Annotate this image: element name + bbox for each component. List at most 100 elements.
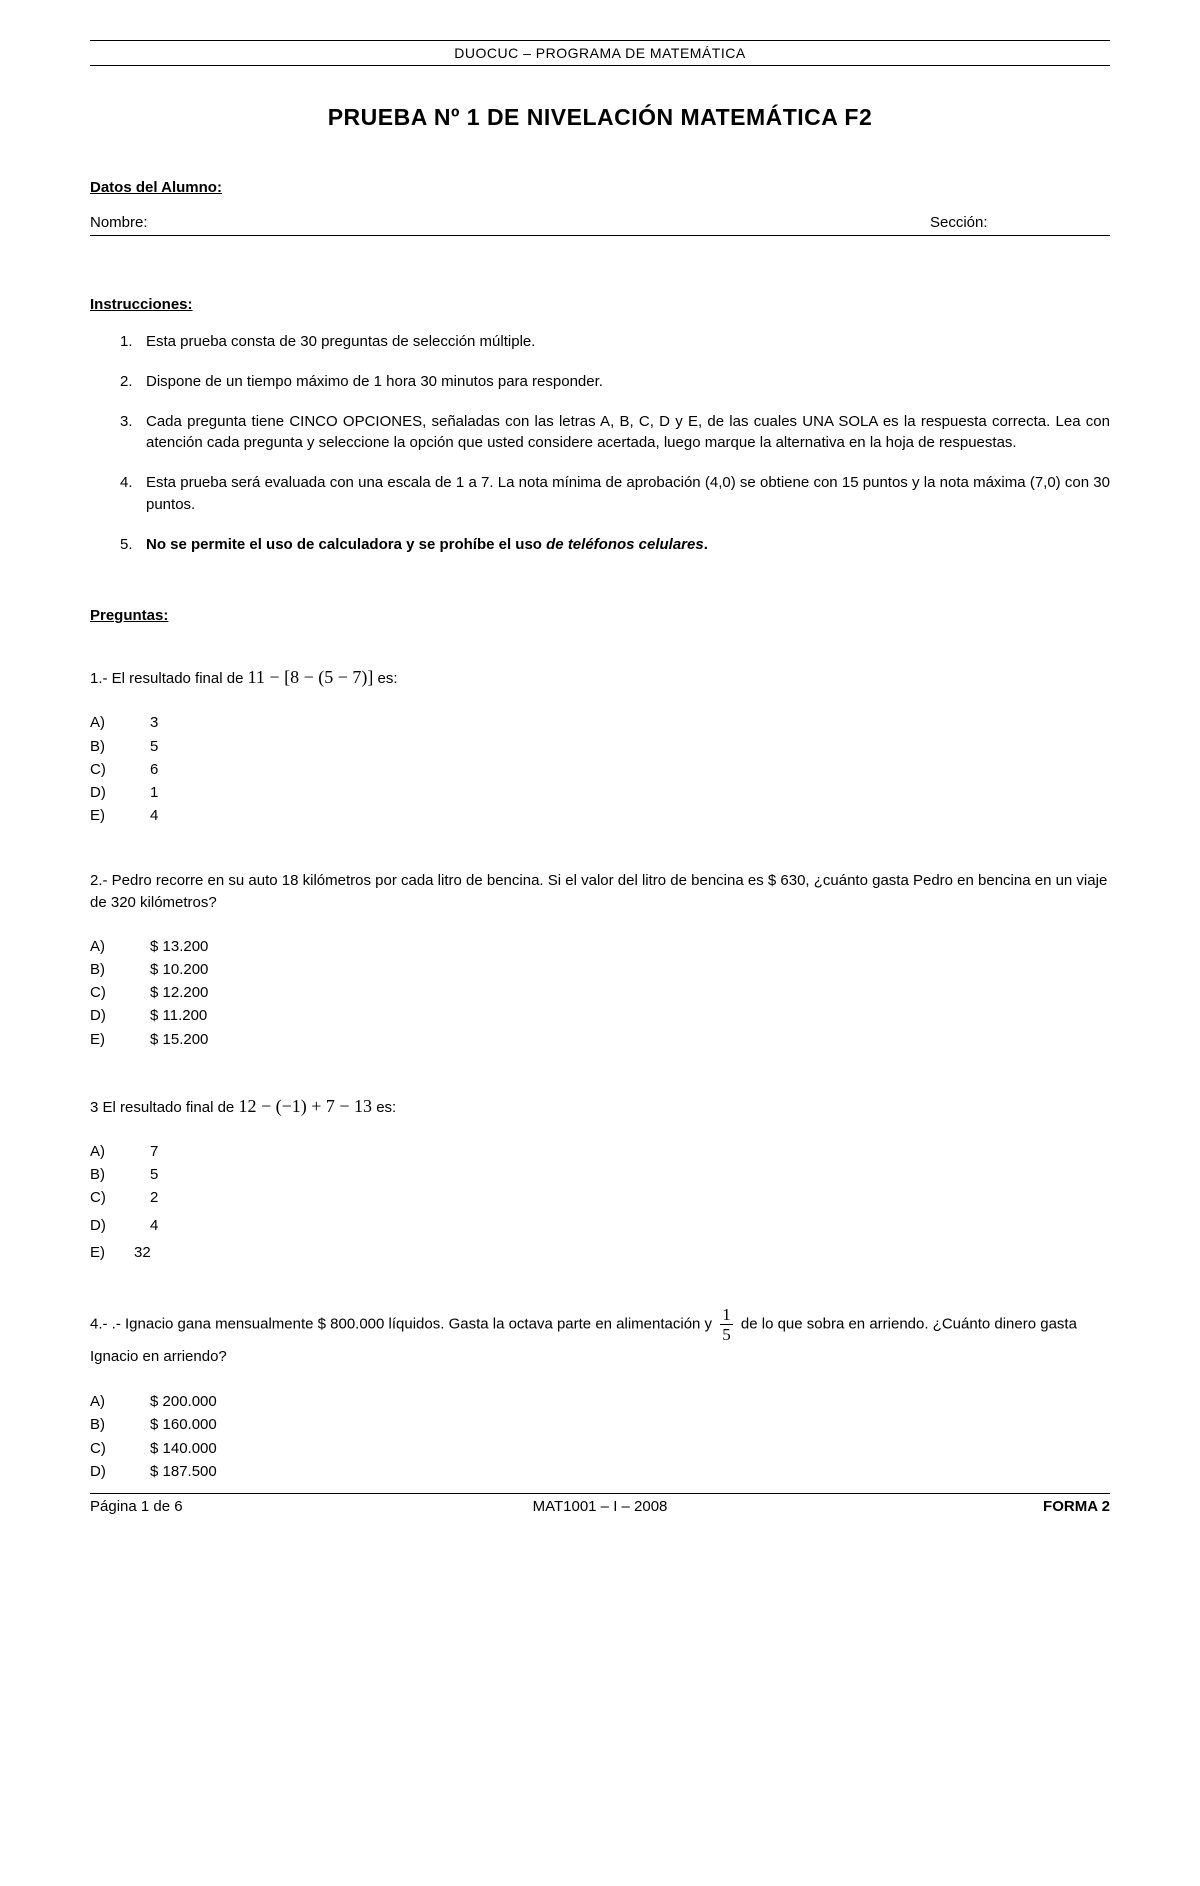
- option-letter: D): [90, 781, 150, 804]
- option-value: 5: [150, 1163, 158, 1186]
- question-text: 3 El resultado final de 12 − (−1) + 7 − …: [90, 1093, 1110, 1120]
- option-letter: D): [90, 1004, 150, 1027]
- option-letter: C): [90, 1437, 150, 1460]
- instruccion-text: No se permite el uso de calculadora y se…: [146, 534, 1110, 556]
- option-value: 32: [134, 1241, 151, 1264]
- option-value: 3: [150, 711, 158, 734]
- instruccion-item: 2. Dispone de un tiempo máximo de 1 hora…: [120, 371, 1110, 393]
- option-letter: A): [90, 1140, 150, 1163]
- option-value: $ 200.000: [150, 1390, 217, 1413]
- instruccion-text: Esta prueba consta de 30 preguntas de se…: [146, 331, 1110, 353]
- option-value: $ 13.200: [150, 935, 208, 958]
- option-e: E)32: [90, 1241, 1110, 1264]
- q-expr: 11 − [8 − (5 − 7)]: [248, 667, 374, 687]
- option-d: D) 4: [90, 1214, 1110, 1237]
- option-letter: A): [90, 711, 150, 734]
- option-e: E)$ 15.200: [90, 1028, 1110, 1051]
- option-value: 1: [150, 781, 158, 804]
- question-4: 4.- .- Ignacio gana mensualmente $ 800.0…: [90, 1306, 1110, 1483]
- instruccion-text-pre: No se permite el uso de calculadora y se…: [146, 536, 546, 553]
- footer-center: MAT1001 – I – 2008: [430, 1498, 770, 1515]
- instrucciones-heading: Instrucciones:: [90, 296, 1110, 313]
- fraction-denominator: 5: [720, 1325, 733, 1343]
- option-a: A)7: [90, 1140, 1110, 1163]
- instruccion-num: 1.: [120, 331, 146, 353]
- instruccion-num: 5.: [120, 534, 146, 556]
- question-3: 3 El resultado final de 12 − (−1) + 7 − …: [90, 1093, 1110, 1264]
- option-a: A)$ 200.000: [90, 1390, 1110, 1413]
- option-letter: E): [90, 804, 150, 827]
- instruccion-num: 2.: [120, 371, 146, 393]
- question-text: 4.- .- Ignacio gana mensualmente $ 800.0…: [90, 1306, 1110, 1370]
- question-text: 1.- El resultado final de 11 − [8 − (5 −…: [90, 664, 1110, 691]
- question-options: A)3 B)5 C)6 D)1 E)4: [90, 711, 1110, 827]
- option-value: 4: [150, 804, 158, 827]
- seccion-label: Sección:: [930, 214, 1110, 231]
- option-value: $ 140.000: [150, 1437, 217, 1460]
- option-value: 4: [150, 1214, 158, 1237]
- option-value: 7: [150, 1140, 158, 1163]
- instruccion-num: 3.: [120, 411, 146, 455]
- instruccion-text-post: .: [704, 536, 708, 553]
- option-letter: D): [90, 1214, 150, 1237]
- option-value: $ 10.200: [150, 958, 208, 981]
- option-value: 5: [150, 735, 158, 758]
- question-options: A)7 B)5 C)2 D) 4 E)32: [90, 1140, 1110, 1264]
- instruccion-text-italic: de teléfonos celulares: [546, 536, 704, 553]
- question-1: 1.- El resultado final de 11 − [8 − (5 −…: [90, 664, 1110, 827]
- option-letter: B): [90, 958, 150, 981]
- nombre-label: Nombre:: [90, 214, 930, 231]
- q-post: es:: [372, 1099, 396, 1116]
- option-value: $ 11.200: [150, 1004, 207, 1027]
- option-b: B)$ 10.200: [90, 958, 1110, 981]
- fraction: 15: [720, 1306, 733, 1343]
- option-d: D)$ 187.500: [90, 1460, 1110, 1483]
- page-footer: Página 1 de 6 MAT1001 – I – 2008 FORMA 2: [90, 1493, 1110, 1515]
- question-options: A)$ 200.000 B)$ 160.000 C)$ 140.000 D)$ …: [90, 1390, 1110, 1483]
- instruccion-item: 3. Cada pregunta tiene CINCO OPCIONES, s…: [120, 411, 1110, 455]
- q-expr: 12 − (−1) + 7 − 13: [238, 1096, 372, 1116]
- q-pre: 4.- .- Ignacio gana mensualmente $ 800.0…: [90, 1315, 716, 1332]
- instruccion-text: Esta prueba será evaluada con una escala…: [146, 472, 1110, 516]
- option-value: $ 187.500: [150, 1460, 217, 1483]
- option-b: B)5: [90, 735, 1110, 758]
- instruccion-text: Cada pregunta tiene CINCO OPCIONES, seña…: [146, 411, 1110, 455]
- question-2: 2.- Pedro recorre en su auto 18 kilómetr…: [90, 870, 1110, 1051]
- q-post: es:: [373, 670, 397, 687]
- question-options: A)$ 13.200 B)$ 10.200 C)$ 12.200 D)$ 11.…: [90, 935, 1110, 1051]
- option-a: A)$ 13.200: [90, 935, 1110, 958]
- footer-left: Página 1 de 6: [90, 1498, 430, 1515]
- option-b: B)5: [90, 1163, 1110, 1186]
- instruccion-num: 4.: [120, 472, 146, 516]
- option-c: C)$ 140.000: [90, 1437, 1110, 1460]
- option-letter: E): [90, 1028, 150, 1051]
- page-title: PRUEBA Nº 1 DE NIVELACIÓN MATEMÁTICA F2: [90, 104, 1110, 131]
- option-letter: B): [90, 1163, 150, 1186]
- option-a: A)3: [90, 711, 1110, 734]
- option-value: $ 15.200: [150, 1028, 208, 1051]
- option-c: C)$ 12.200: [90, 981, 1110, 1004]
- option-value: 2: [150, 1186, 158, 1209]
- instruccion-item: 4. Esta prueba será evaluada con una esc…: [120, 472, 1110, 516]
- datos-heading: Datos del Alumno:: [90, 179, 1110, 196]
- option-e: E)4: [90, 804, 1110, 827]
- instrucciones-block: Instrucciones: 1. Esta prueba consta de …: [90, 296, 1110, 555]
- footer-right: FORMA 2: [770, 1498, 1110, 1515]
- preguntas-heading: Preguntas:: [90, 607, 1110, 624]
- instruccion-item: 1. Esta prueba consta de 30 preguntas de…: [120, 331, 1110, 353]
- option-value: 6: [150, 758, 158, 781]
- option-letter: C): [90, 981, 150, 1004]
- option-c: C)2: [90, 1186, 1110, 1209]
- option-letter: A): [90, 1390, 150, 1413]
- datos-row: Nombre: Sección:: [90, 214, 1110, 236]
- q-pre: 3 El resultado final de: [90, 1099, 238, 1116]
- q-pre: 1.- El resultado final de: [90, 670, 248, 687]
- option-letter: B): [90, 1413, 150, 1436]
- option-value: $ 160.000: [150, 1413, 217, 1436]
- option-letter: A): [90, 935, 150, 958]
- option-c: C)6: [90, 758, 1110, 781]
- option-b: B)$ 160.000: [90, 1413, 1110, 1436]
- option-value: $ 12.200: [150, 981, 208, 1004]
- fraction-numerator: 1: [720, 1306, 733, 1325]
- option-d: D)1: [90, 781, 1110, 804]
